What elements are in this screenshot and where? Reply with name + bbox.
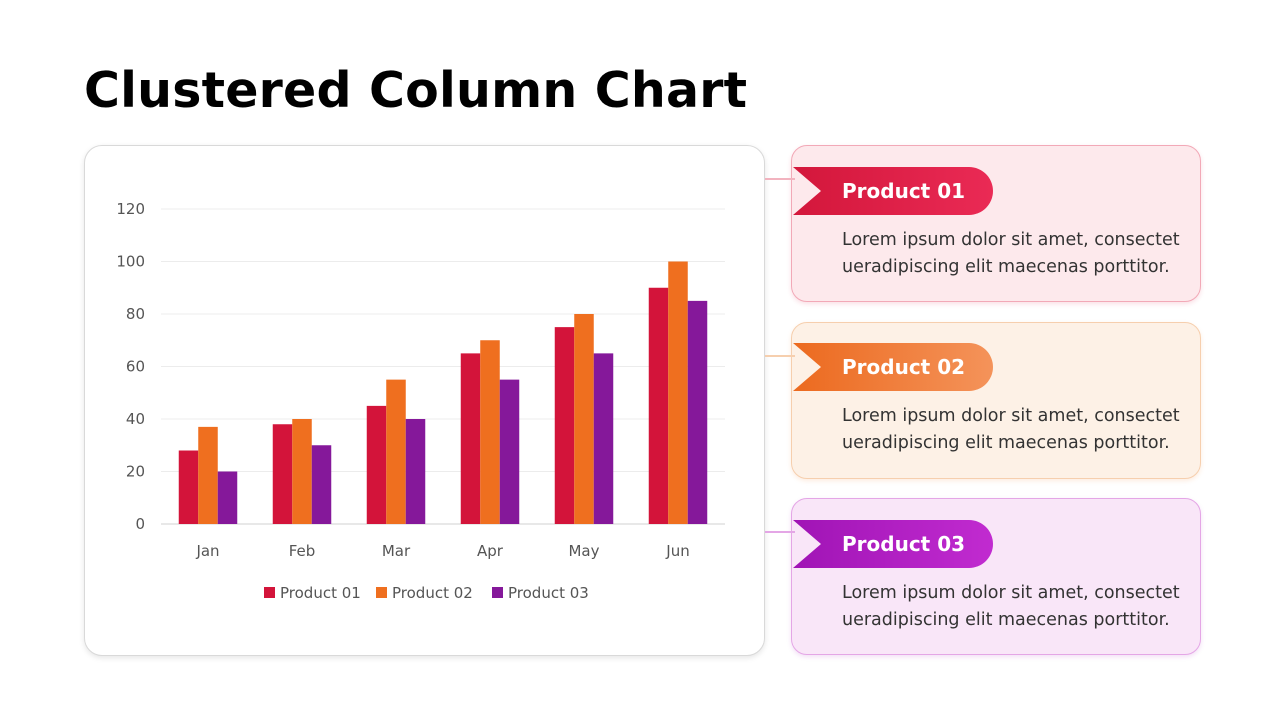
y-tick-label: 100: [116, 253, 145, 271]
bar: [386, 379, 406, 524]
y-tick-label: 0: [135, 515, 145, 533]
x-tick-label: Jan: [195, 542, 219, 560]
chart-card: 0 20 40 60 80 100 120 Jan Feb Mar Apr May Jun Product…: [84, 145, 765, 656]
bar: [460, 353, 481, 524]
clustered-column-chart: 0 20 40 60 80 100 120 Jan Feb Mar Apr May Jun Product…: [116, 200, 725, 602]
product-01-tab: Product 01: [793, 167, 993, 215]
y-tick-label: 80: [126, 305, 145, 323]
product-card-01: [791, 145, 1201, 302]
bar: [198, 426, 218, 524]
bar: [668, 261, 688, 524]
bar: [311, 445, 332, 524]
bar: [292, 419, 312, 524]
bar: [648, 287, 669, 524]
product-02-label: Product 02: [842, 355, 966, 379]
bar: [554, 327, 575, 524]
product-02-description: Lorem ipsum dolor sit amet, consectet ue…: [842, 406, 1180, 453]
bar: [499, 379, 520, 524]
product-02-connector: [765, 355, 795, 357]
x-tick-label: Feb: [289, 542, 316, 560]
page-title: Clustered Column Chart: [84, 62, 748, 119]
y-tick-label: 60: [126, 358, 145, 376]
bar: [217, 471, 238, 524]
product-01-connector: [765, 178, 795, 180]
x-tick-label: Mar: [382, 542, 411, 560]
legend-swatch: [376, 587, 387, 598]
legend-label: Product 02: [392, 584, 473, 602]
product-03-connector: [765, 531, 795, 533]
product-01-label: Product 01: [842, 179, 966, 203]
legend-swatch: [492, 587, 503, 598]
bar: [272, 424, 293, 524]
y-tick-label: 20: [126, 463, 145, 481]
x-tick-label: Apr: [477, 542, 504, 560]
bar: [480, 340, 500, 524]
bar: [574, 314, 594, 524]
product-02-tab: Product 02: [793, 343, 993, 391]
bar: [593, 353, 614, 524]
legend-label: Product 03: [508, 584, 589, 602]
product-01-description: Lorem ipsum dolor sit amet, consectet ue…: [842, 230, 1180, 277]
product-03-description: Lorem ipsum dolor sit amet, consectet ue…: [842, 583, 1180, 630]
legend-label: Product 01: [280, 584, 361, 602]
x-tick-label: Jun: [665, 542, 689, 560]
bar: [687, 300, 708, 524]
y-tick-label: 120: [116, 200, 145, 218]
bar: [366, 405, 387, 524]
product-03-label: Product 03: [842, 532, 966, 556]
y-tick-label: 40: [126, 410, 145, 428]
bar: [405, 419, 426, 524]
x-tick-label: May: [568, 542, 599, 560]
bar: [178, 450, 199, 524]
legend-swatch: [264, 587, 275, 598]
product-03-tab: Product 03: [793, 520, 993, 568]
